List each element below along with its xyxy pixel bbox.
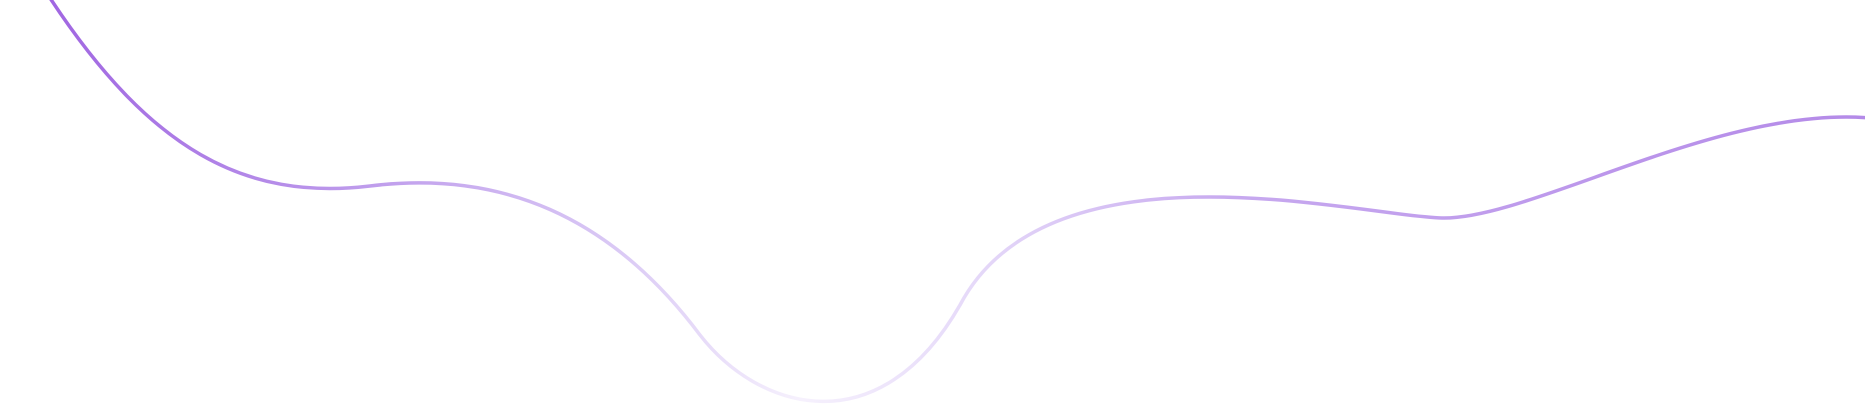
decorative-wave-line — [49, 0, 1865, 404]
